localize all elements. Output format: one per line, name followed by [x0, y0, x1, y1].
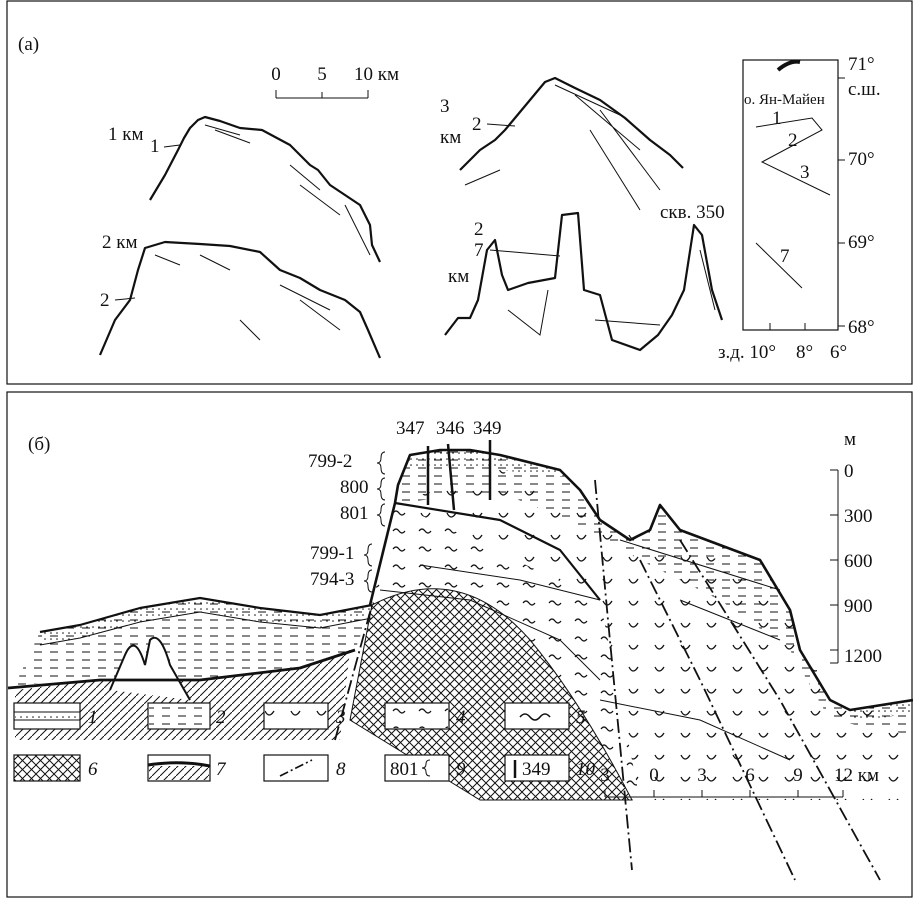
legend-swatch [15, 712, 79, 720]
legend-number: 10 [576, 759, 596, 780]
lat-unit: с.ш. [848, 79, 881, 100]
legend-box [14, 755, 80, 781]
profile-depth: 2 км [102, 232, 138, 253]
scale-label: 10 км [354, 64, 399, 85]
unit-label: 794-3 [310, 569, 354, 590]
legend-number: 9 [456, 759, 466, 780]
well-label: 347 [396, 418, 425, 439]
panel-label: (a) [18, 34, 39, 55]
legend-swatch [265, 704, 327, 728]
legend-swatch [386, 704, 448, 728]
track-label: 2 [788, 130, 798, 151]
profile-unit: км [448, 266, 469, 287]
legend-swatch [149, 704, 209, 728]
legend-code: 349 [522, 759, 551, 780]
well-label: 346 [436, 418, 465, 439]
unit-label: 801 [340, 503, 369, 524]
body: {"panel_a":{"label":"(a)","scale_labels"… [0, 0, 913, 898]
legend-swatch [149, 766, 209, 780]
depth-label: 900 [844, 596, 873, 617]
legend-number: 1 [88, 707, 98, 728]
profile-label: 2 [474, 219, 484, 240]
profile-depth: 1 км [108, 124, 144, 145]
legend-number: 8 [336, 759, 346, 780]
island-label: о. Ян-Майен [744, 92, 825, 108]
profile-label: 7 [474, 240, 484, 261]
scale-label: 0 [649, 765, 659, 786]
legend-code: 801 [390, 759, 419, 780]
depth-label: 0 [844, 461, 854, 482]
legend-box [505, 703, 569, 729]
legend-number: 4 [456, 707, 466, 728]
profile-label: 2 [100, 290, 110, 311]
scale-label: 5 [317, 64, 327, 85]
lon-label: 6° [830, 342, 847, 363]
lat-label: 69° [848, 232, 875, 253]
scale-label: 3 [697, 765, 707, 786]
well-label: 349 [473, 418, 502, 439]
profile-label: 2 [472, 114, 482, 135]
legend-number: 2 [216, 707, 226, 728]
track-label: 1 [772, 108, 782, 129]
lat-label: 71° [848, 54, 875, 75]
lon-label: з.д. 10° [718, 342, 776, 363]
depth-label: 300 [844, 506, 873, 527]
depth-label: 1200 [844, 646, 882, 667]
well-label: скв. 350 [660, 202, 725, 223]
unit-label: 800 [340, 477, 369, 498]
lat-label: 68° [848, 317, 875, 338]
lat-label: 70° [848, 149, 875, 170]
depth-label: 600 [844, 551, 873, 572]
depth-unit: м [844, 429, 856, 450]
profile-unit: км [440, 127, 461, 148]
track-label: 7 [780, 246, 790, 267]
legend-number: 5 [576, 707, 586, 728]
legend-number: 6 [88, 759, 98, 780]
legend-number: 3 [335, 707, 346, 728]
scale-label: 3 [600, 765, 610, 786]
legend-number: 7 [216, 759, 227, 780]
panel-label: (б) [28, 434, 50, 455]
unit-label: 799-1 [310, 543, 354, 564]
scale-label: 9 [793, 765, 803, 786]
scale-label: 0 [271, 64, 281, 85]
profile-label: 1 [150, 136, 160, 157]
profile-number: 3 [440, 96, 450, 117]
figure: (a) 0 5 10 км 1 км 1 2 км 2 3 км 2 2 7 к… [0, 0, 913, 898]
scale-label: 6 [745, 765, 755, 786]
lon-label: 8° [796, 342, 813, 363]
page: html,body{margin:0;padding:0;background:… [0, 0, 913, 898]
track-label: 3 [800, 162, 810, 183]
unit-label: 799-2 [308, 451, 352, 472]
scale-label: 12 км [834, 765, 879, 786]
